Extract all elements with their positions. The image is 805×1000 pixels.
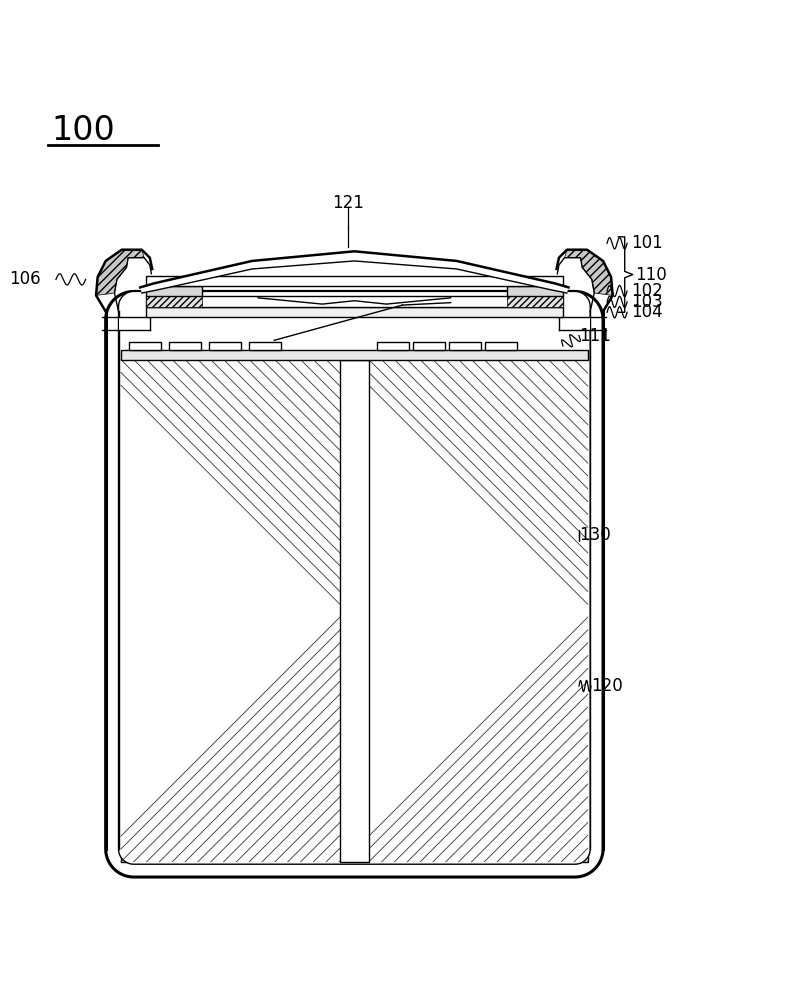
Bar <box>121 360 340 862</box>
Bar <box>507 286 563 296</box>
Bar <box>146 296 563 307</box>
Text: 106: 106 <box>10 270 41 288</box>
Bar <box>250 342 282 350</box>
Bar <box>118 317 159 330</box>
Bar <box>146 286 202 296</box>
Text: 102: 102 <box>631 282 663 300</box>
Polygon shape <box>118 291 590 864</box>
Polygon shape <box>96 250 144 295</box>
Text: 121: 121 <box>332 194 364 212</box>
Text: 110: 110 <box>635 266 667 284</box>
Bar <box>146 296 202 307</box>
Text: 101: 101 <box>631 234 663 252</box>
Bar <box>146 276 563 286</box>
Bar <box>340 360 369 862</box>
Bar <box>485 342 518 350</box>
Bar <box>369 360 588 862</box>
Bar <box>449 342 481 350</box>
Bar <box>169 342 201 350</box>
Text: 130: 130 <box>579 526 611 544</box>
Bar <box>121 350 588 360</box>
Text: 104: 104 <box>631 303 663 321</box>
Polygon shape <box>564 250 613 295</box>
Text: 120: 120 <box>591 677 623 695</box>
Text: 111: 111 <box>579 327 611 345</box>
Polygon shape <box>105 291 603 877</box>
Text: 103: 103 <box>631 293 663 311</box>
Bar <box>413 342 445 350</box>
Bar <box>129 342 161 350</box>
Bar <box>550 317 590 330</box>
Text: 100: 100 <box>52 114 115 147</box>
Bar <box>146 307 563 317</box>
Bar <box>209 342 242 350</box>
Bar <box>377 342 409 350</box>
Bar <box>507 296 563 307</box>
Polygon shape <box>140 251 568 293</box>
